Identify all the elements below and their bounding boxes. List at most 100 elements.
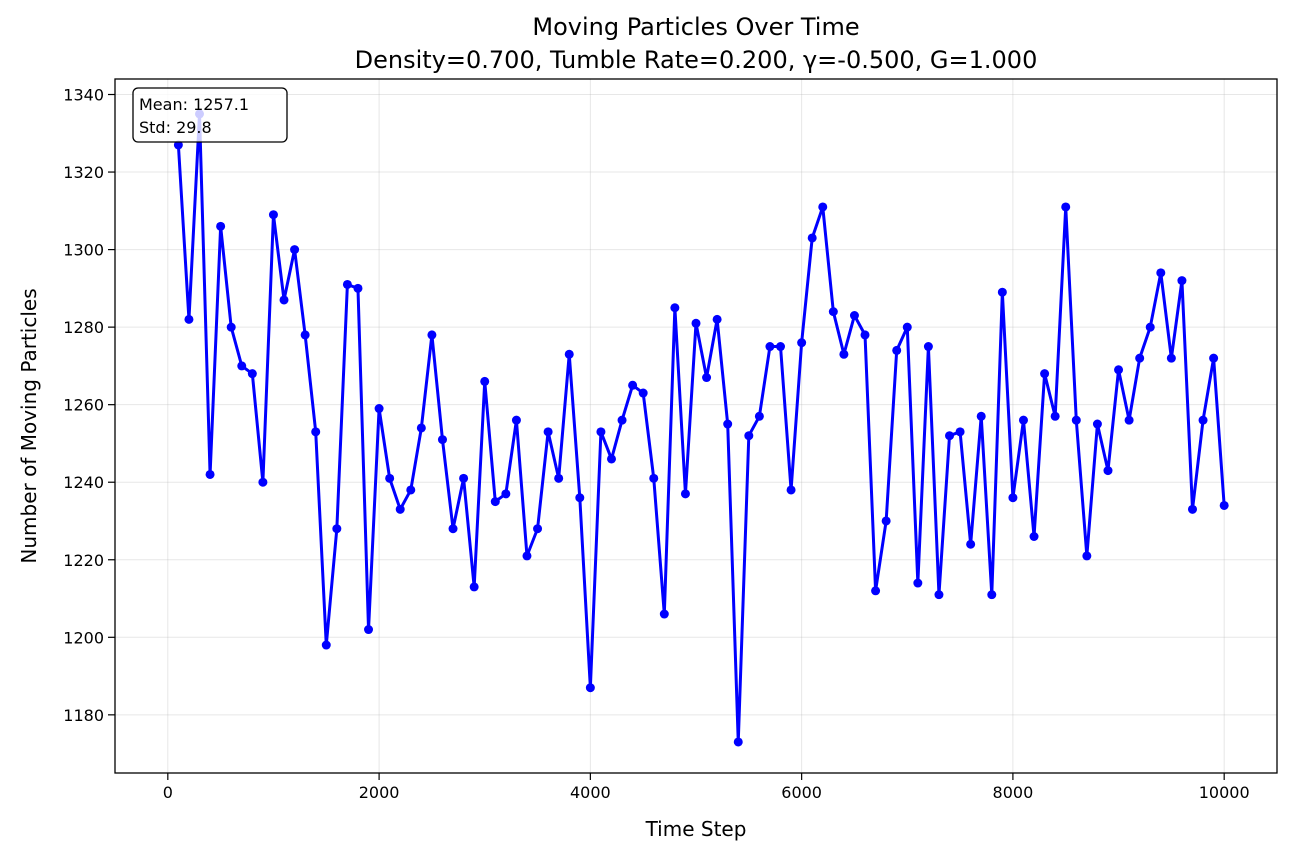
x-axis-ticks: 0 2000 4000 6000 8000 10000: [163, 773, 1250, 802]
y-tick-label: 1200: [63, 628, 104, 647]
y-tick-label: 1260: [63, 396, 104, 415]
data-point: [860, 330, 870, 340]
data-point: [290, 245, 300, 255]
data-point: [342, 279, 352, 289]
data-point: [596, 427, 606, 437]
data-point: [1198, 415, 1208, 425]
data-point: [543, 427, 553, 437]
data-point: [849, 311, 859, 321]
data-point: [416, 423, 426, 433]
y-tick-label: 1240: [63, 473, 104, 492]
data-point: [913, 578, 923, 588]
series-line: [176, 112, 1226, 744]
data-point: [300, 330, 310, 340]
data-point: [649, 473, 659, 483]
data-point: [892, 345, 902, 355]
data-point: [258, 477, 268, 487]
data-point: [247, 369, 257, 379]
chart-title: Moving Particles Over Time: [532, 13, 859, 41]
data-point: [522, 551, 532, 561]
y-tick-label: 1220: [63, 551, 104, 570]
data-point: [712, 314, 722, 324]
data-point: [459, 473, 469, 483]
x-tick-label: 10000: [1199, 783, 1250, 802]
data-point: [395, 504, 405, 514]
data-point: [469, 582, 479, 592]
plot-frame: [114, 78, 1278, 774]
data-point: [173, 140, 183, 150]
data-point: [237, 361, 247, 371]
data-point: [966, 539, 976, 549]
data-point: [934, 590, 944, 600]
data-point: [638, 388, 648, 398]
stats-box: Mean: 1257.1 Std: 29.8: [132, 87, 288, 143]
data-point: [1145, 322, 1155, 332]
data-point: [374, 404, 384, 414]
data-point: [353, 283, 363, 293]
data-point: [1135, 353, 1145, 363]
grid-lines: [115, 79, 1277, 773]
data-point: [184, 314, 194, 324]
x-tick-label: 4000: [570, 783, 611, 802]
data-point: [575, 493, 585, 503]
data-point: [976, 411, 986, 421]
chart-subtitle: Density=0.700, Tumble Rate=0.200, γ=-0.5…: [355, 46, 1038, 74]
data-point: [1209, 353, 1219, 363]
data-point: [1156, 268, 1166, 278]
data-point: [606, 454, 616, 464]
data-point: [480, 376, 490, 386]
data-point: [1166, 353, 1176, 363]
data-point: [680, 489, 690, 499]
data-point: [818, 202, 828, 212]
data-point: [797, 338, 807, 348]
x-tick-label: 6000: [781, 783, 822, 802]
data-point: [807, 233, 817, 243]
data-point: [205, 469, 215, 479]
data-point: [490, 497, 500, 507]
data-point: [828, 307, 838, 317]
data-point: [533, 524, 543, 534]
data-point: [1187, 504, 1197, 514]
data-point: [744, 431, 754, 441]
data-point: [427, 330, 437, 340]
data-point: [617, 415, 627, 425]
data-point: [437, 435, 447, 445]
data-point: [659, 609, 669, 619]
data-point: [733, 737, 743, 747]
data-point: [564, 349, 574, 359]
y-axis-label: Number of Moving Particles: [17, 288, 41, 563]
data-point: [997, 287, 1007, 297]
data-point: [839, 349, 849, 359]
data-point: [1103, 466, 1113, 476]
data-point: [1219, 500, 1229, 510]
data-point: [1177, 276, 1187, 286]
data-point: [628, 380, 638, 390]
data-point: [226, 322, 236, 332]
data-point: [332, 524, 342, 534]
data-point: [1071, 415, 1081, 425]
data-point: [691, 318, 701, 328]
x-tick-label: 8000: [993, 783, 1034, 802]
data-point: [945, 431, 955, 441]
data-point: [1018, 415, 1028, 425]
data-point: [554, 473, 564, 483]
data-point: [871, 586, 881, 596]
data-point: [1124, 415, 1134, 425]
data-point: [406, 485, 416, 495]
data-point: [501, 489, 511, 499]
data-point: [754, 411, 764, 421]
y-tick-label: 1300: [63, 241, 104, 260]
data-point: [364, 625, 374, 635]
data-point: [268, 210, 278, 220]
data-point: [1082, 551, 1092, 561]
data-point: [723, 419, 733, 429]
data-point: [311, 427, 321, 437]
y-tick-label: 1320: [63, 163, 104, 182]
data-point: [1092, 419, 1102, 429]
data-point: [216, 221, 226, 231]
x-tick-label: 2000: [359, 783, 400, 802]
data-point: [776, 342, 786, 352]
data-point: [448, 524, 458, 534]
stats-mean: Mean: 1257.1: [139, 95, 249, 114]
